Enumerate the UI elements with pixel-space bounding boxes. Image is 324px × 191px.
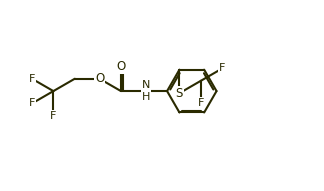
Text: F: F xyxy=(29,98,35,108)
Text: F: F xyxy=(198,98,204,108)
Text: F: F xyxy=(219,63,226,73)
Text: O: O xyxy=(95,72,104,85)
Text: N
H: N H xyxy=(142,80,150,102)
Text: S: S xyxy=(176,87,183,100)
Text: O: O xyxy=(116,60,126,73)
Text: F: F xyxy=(50,111,57,121)
Text: F: F xyxy=(29,74,35,84)
